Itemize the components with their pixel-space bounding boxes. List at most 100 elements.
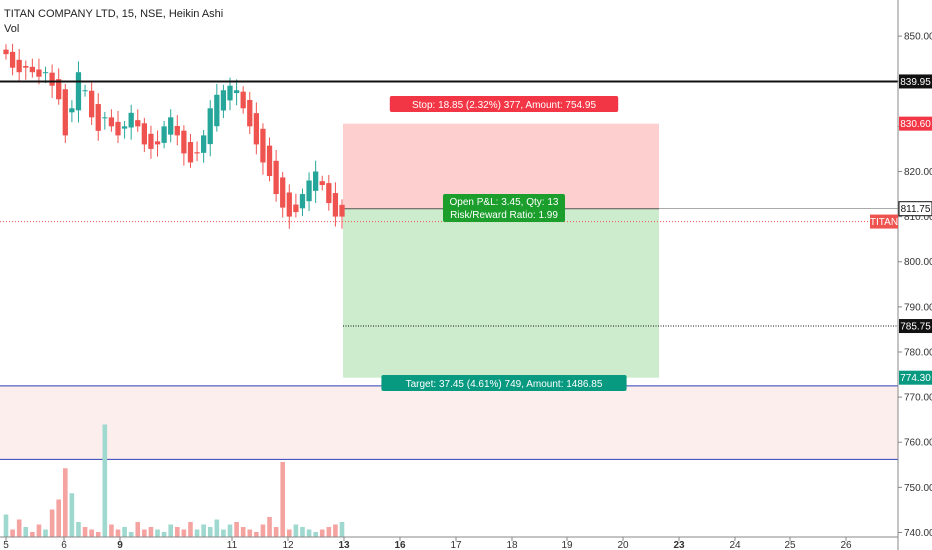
last-price-tag <box>870 214 898 229</box>
candle-body <box>293 204 299 213</box>
volume-bar <box>227 524 233 537</box>
candle-body <box>56 79 62 100</box>
price-tag-label: 830.60 <box>900 119 931 130</box>
candle-body <box>42 72 49 74</box>
volume-bar <box>293 524 299 537</box>
volume-bar <box>207 527 213 537</box>
volume-bar <box>102 424 108 537</box>
volume-bar <box>313 532 318 537</box>
candle-body <box>220 90 227 111</box>
candle-body <box>3 49 9 55</box>
y-tick-label: 850.00 <box>904 32 932 43</box>
stop-badge-bg <box>389 96 619 112</box>
volume-bar <box>240 527 246 537</box>
volume-bar <box>306 529 312 537</box>
candle-body <box>260 128 266 163</box>
y-tick-label: 800.00 <box>904 257 932 268</box>
volume-bar <box>82 527 88 537</box>
candle-body <box>49 72 55 86</box>
support-zone <box>0 385 898 460</box>
y-tick-label: 750.00 <box>904 483 932 494</box>
y-tick-label: 770.00 <box>904 393 932 404</box>
x-tick-label: 20 <box>617 540 629 550</box>
y-axis-panel <box>899 0 932 550</box>
candle-body <box>201 135 207 153</box>
price-tag-label: 785.75 <box>900 322 931 333</box>
volume-bar <box>155 529 160 537</box>
price-tag <box>899 74 932 89</box>
candle-body <box>168 117 174 135</box>
x-tick-label: 19 <box>561 540 573 550</box>
candle-body <box>141 123 147 145</box>
price-tag <box>898 201 932 217</box>
volume-bar <box>247 529 253 537</box>
volume-bar <box>339 522 345 537</box>
volume-bar <box>181 529 187 537</box>
price-tag <box>899 116 932 131</box>
volume-bar <box>115 529 121 537</box>
candle-body <box>115 121 121 136</box>
candle-body <box>240 91 246 109</box>
volume-bar <box>194 529 200 537</box>
x-tick-label: 5 <box>3 540 9 550</box>
candle-body <box>128 112 134 128</box>
volume-bar <box>319 529 325 537</box>
volume-bar <box>214 519 220 537</box>
candle-body <box>174 125 180 136</box>
volume-bar <box>3 514 9 537</box>
y-tick-label: 810.00 <box>904 212 932 223</box>
x-tick-label: 16 <box>394 540 406 550</box>
candle-body <box>214 94 220 127</box>
volume-bar <box>174 527 180 537</box>
volume-bar <box>76 522 81 537</box>
volume-bar <box>273 527 279 537</box>
candle-body <box>102 117 108 119</box>
candle-body <box>194 152 200 154</box>
last-price-tag-label: TITAN <box>870 217 898 228</box>
volume-bar <box>326 527 332 537</box>
candle-body <box>135 120 141 127</box>
candle-body <box>313 171 319 191</box>
candle-body <box>273 160 279 195</box>
y-tick-label: 820.00 <box>904 167 932 178</box>
volume-bars-layer <box>3 424 345 537</box>
x-tick-label: 24 <box>729 540 741 550</box>
candle-body <box>69 108 75 113</box>
candle-body <box>95 104 101 131</box>
levels-layer <box>0 80 898 327</box>
volume-bar <box>280 462 286 537</box>
candle-body <box>233 90 240 94</box>
symbol-title[interactable]: TITAN COMPANY LTD, 15, NSE, Heikin Ashi <box>4 8 224 20</box>
candle-body <box>280 177 286 208</box>
x-tick-label: 18 <box>506 540 518 550</box>
volume-indicator-label[interactable]: Vol <box>4 23 20 35</box>
volume-bar <box>30 532 35 537</box>
volume-bar <box>23 527 29 537</box>
volume-bar <box>16 519 22 537</box>
volume-bar <box>201 524 206 537</box>
volume-bar <box>161 532 167 537</box>
volume-bar <box>234 522 239 537</box>
candle-body <box>148 133 154 149</box>
x-tick-label: 25 <box>784 540 796 550</box>
candle-body <box>253 113 259 145</box>
volume-bar <box>333 524 338 537</box>
candle-body <box>207 108 213 145</box>
volume-bar <box>43 529 48 537</box>
pnl-text: Open P&L: 3.45, Qty: 13 <box>450 197 559 208</box>
candle-body <box>319 181 325 186</box>
x-tick-label: 9 <box>117 540 123 550</box>
x-tick-label: 26 <box>840 540 852 550</box>
candle-body <box>286 192 292 217</box>
volume-bar <box>300 527 305 537</box>
x-tick-label: 12 <box>282 540 294 550</box>
y-tick-label: 760.00 <box>904 438 932 449</box>
candle-body <box>16 59 22 73</box>
volume-bar <box>89 529 94 537</box>
volume-bar <box>221 529 226 537</box>
volume-bar <box>36 524 42 537</box>
y-tick-label: 740.00 <box>904 528 932 539</box>
candle-body <box>82 90 88 92</box>
candle-body <box>339 204 345 217</box>
